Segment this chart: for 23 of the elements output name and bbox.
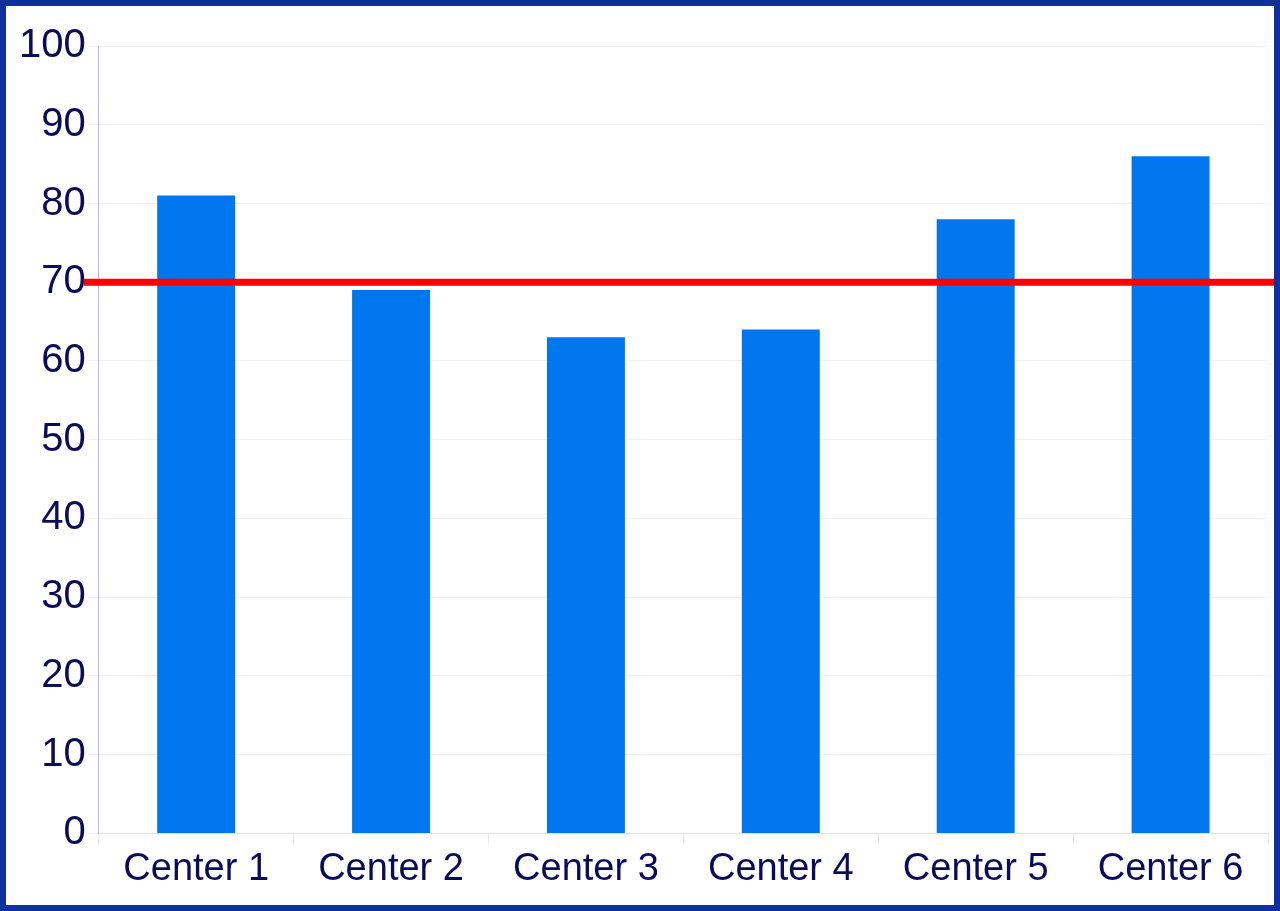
x-tick-label: Center 3: [513, 845, 659, 888]
y-tick-label: 60: [41, 335, 86, 380]
y-tick-label: 40: [41, 493, 86, 538]
x-tick-label: Center 5: [902, 845, 1049, 888]
y-tick-label: 50: [41, 414, 86, 459]
y-tick-label: 100: [18, 21, 86, 66]
x-tick-label: Center 1: [123, 845, 270, 888]
y-tick-label: 90: [41, 99, 86, 144]
bar: [352, 290, 431, 833]
y-tick-label: 80: [41, 178, 86, 223]
y-tick-label: 30: [41, 572, 86, 617]
x-tick-label: Center 6: [1097, 845, 1244, 888]
x-tick-label: Center 2: [318, 845, 464, 888]
bar: [741, 329, 820, 833]
bar: [157, 195, 236, 833]
x-tick-label: Center 4: [707, 845, 854, 888]
y-tick-label: 10: [41, 729, 86, 774]
y-tick-label: 70: [41, 257, 86, 302]
y-tick-label: 20: [41, 650, 86, 695]
bar: [1131, 156, 1210, 833]
bar: [546, 337, 625, 833]
bar: [936, 219, 1015, 833]
y-tick-label: 0: [63, 808, 86, 853]
